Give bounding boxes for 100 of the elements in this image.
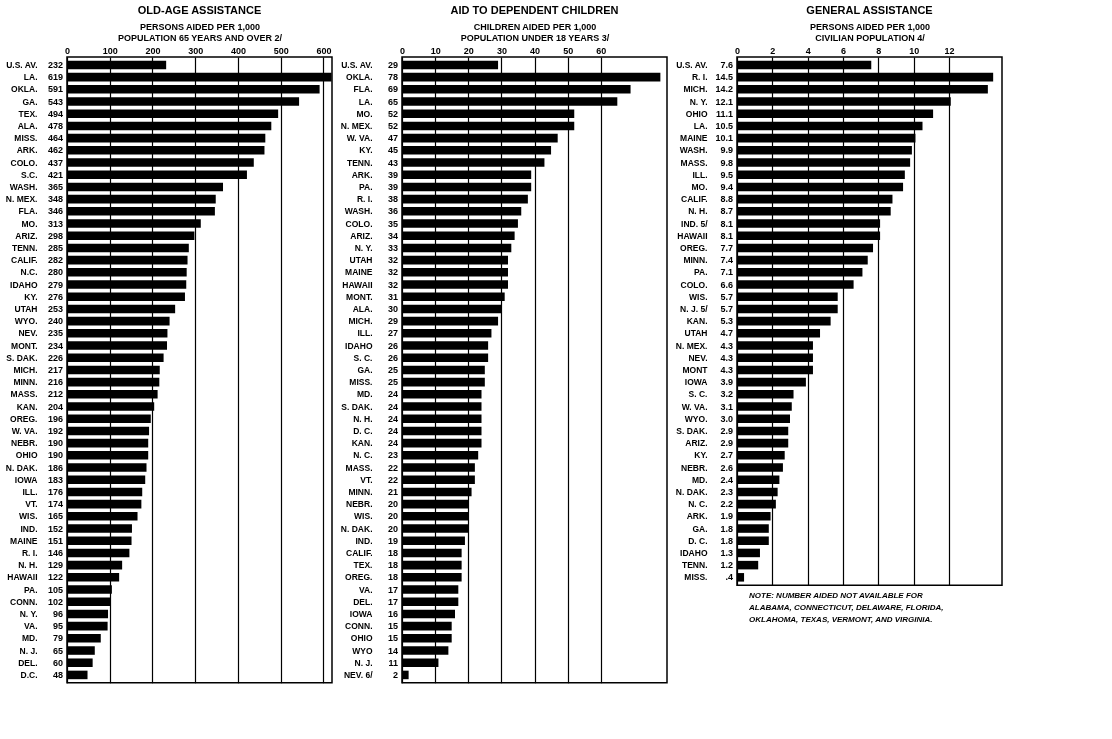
x-tick-label: 400 <box>230 45 246 56</box>
data-label: 23 <box>387 450 398 461</box>
data-label: 16 <box>387 608 398 619</box>
y-tick-label: CALIF. <box>11 255 38 266</box>
data-label: 24 <box>387 425 398 436</box>
x-tick-label: 500 <box>273 45 289 56</box>
data-label: 192 <box>47 425 63 436</box>
data-label: 5.7 <box>720 291 733 302</box>
y-tick-label: HAWAII <box>677 230 708 241</box>
y-tick-label: N. J. <box>354 657 373 668</box>
x-axis-title: PERSONS AIDED PER 1,000 CIVILIAN POPULATION 4/ <box>809 21 931 43</box>
data-label: 43 <box>387 157 398 168</box>
x-tick-label: 0 <box>399 45 406 56</box>
data-label: 7.1 <box>720 267 733 278</box>
y-tick-label: N. DAK. <box>5 462 38 473</box>
y-tick-label: UTAH <box>684 328 708 339</box>
data-label: 2.6 <box>720 462 733 473</box>
x-tick-label: 0 <box>64 45 71 56</box>
y-tick-label: WYO. <box>684 413 708 424</box>
data-label: 216 <box>47 377 63 388</box>
y-tick-label: ARK. <box>686 511 708 522</box>
data-label: 30 <box>387 303 398 314</box>
data-label: 20 <box>387 499 398 510</box>
y-tick-label: TENN. <box>682 560 708 571</box>
data-label: 1.9 <box>720 511 733 522</box>
y-tick-label: MAINE <box>680 133 708 144</box>
y-tick-label: FLA. <box>353 84 373 95</box>
data-label: 3.0 <box>720 413 733 424</box>
y-tick-label: OKLA. <box>11 84 38 95</box>
x-tick-label: 300 <box>188 45 204 56</box>
data-label: 204 <box>47 401 63 412</box>
data-label: 17 <box>387 584 398 595</box>
x-tick-label: 6 <box>840 45 847 56</box>
y-tick-label: U.S. AV. <box>341 59 373 70</box>
y-tick-label: LA. <box>693 120 708 131</box>
data-label: 2.2 <box>720 499 733 510</box>
data-label: 8.1 <box>720 230 733 241</box>
y-tick-label: CONN. <box>345 621 373 632</box>
data-label: 190 <box>47 438 63 449</box>
data-label: 1.8 <box>720 535 733 546</box>
y-tick-label: COLO. <box>345 218 373 229</box>
data-label: 27 <box>387 328 398 339</box>
data-label: 48 <box>52 669 63 680</box>
data-label: 24 <box>387 438 398 449</box>
data-label: 365 <box>47 181 63 192</box>
data-label: 5.3 <box>720 316 733 327</box>
data-label: 8.7 <box>720 206 733 217</box>
data-label: 437 <box>47 157 63 168</box>
x-tick-label: 30 <box>496 45 507 56</box>
data-label: 176 <box>47 486 63 497</box>
y-tick-label: CONN. <box>10 596 38 607</box>
y-tick-label: D. C. <box>688 535 708 546</box>
y-tick-label: IND. 5/ <box>681 218 709 229</box>
data-label: 183 <box>47 474 63 485</box>
data-label: 2.4 <box>720 474 733 485</box>
data-label: 151 <box>47 535 63 546</box>
data-label: 19 <box>387 535 398 546</box>
data-label: 217 <box>47 364 63 375</box>
y-tick-label: MD. <box>21 633 38 644</box>
y-tick-label: MISS. <box>684 572 708 583</box>
data-label: 14.5 <box>715 72 733 83</box>
data-label: 29 <box>387 316 398 327</box>
y-tick-label: HAWAII <box>342 279 373 290</box>
y-tick-label: WASH. <box>344 206 373 217</box>
data-label: 32 <box>387 267 398 278</box>
data-label: 14 <box>387 645 398 656</box>
y-tick-label: N. J. 5/ <box>680 303 709 314</box>
data-label: 15 <box>387 621 398 632</box>
data-label: 14.2 <box>715 84 733 95</box>
y-tick-label: COLO. <box>680 279 708 290</box>
data-label: 34 <box>387 230 398 241</box>
y-tick-label: NEV. <box>688 352 708 363</box>
y-tick-label: ILL. <box>357 328 373 339</box>
y-tick-label: N. C. <box>688 499 708 510</box>
y-tick-label: TEX. <box>18 108 38 119</box>
data-label: 25 <box>387 364 398 375</box>
x-tick-label: 10 <box>909 45 920 56</box>
y-tick-label: HAWAII <box>7 572 38 583</box>
x-tick-label: 4 <box>805 45 811 56</box>
data-label: 232 <box>47 59 63 70</box>
data-label: 462 <box>47 145 63 156</box>
data-label: 78 <box>387 72 398 83</box>
y-tick-label: R. I. <box>691 72 708 83</box>
y-tick-label: TENN. <box>347 157 373 168</box>
x-tick-label: 2 <box>770 45 776 56</box>
y-tick-label: MICH. <box>348 316 373 327</box>
data-label: 190 <box>47 450 63 461</box>
data-label: 279 <box>47 279 63 290</box>
y-tick-label: N. H. <box>353 413 373 424</box>
y-tick-label: MO. <box>691 181 708 192</box>
y-tick-label: IOWA <box>349 608 373 619</box>
y-tick-label: PA. <box>693 267 708 278</box>
y-tick-label: ALA. <box>17 120 38 131</box>
y-tick-label: WIS. <box>354 511 373 522</box>
data-label: 24 <box>387 401 398 412</box>
chart-title: OLD-AGE ASSISTANCE <box>137 4 262 16</box>
data-label: 2 <box>392 669 398 680</box>
data-label: 8.1 <box>720 218 733 229</box>
data-label: 65 <box>387 96 398 107</box>
y-tick-label: MD. <box>691 474 708 485</box>
